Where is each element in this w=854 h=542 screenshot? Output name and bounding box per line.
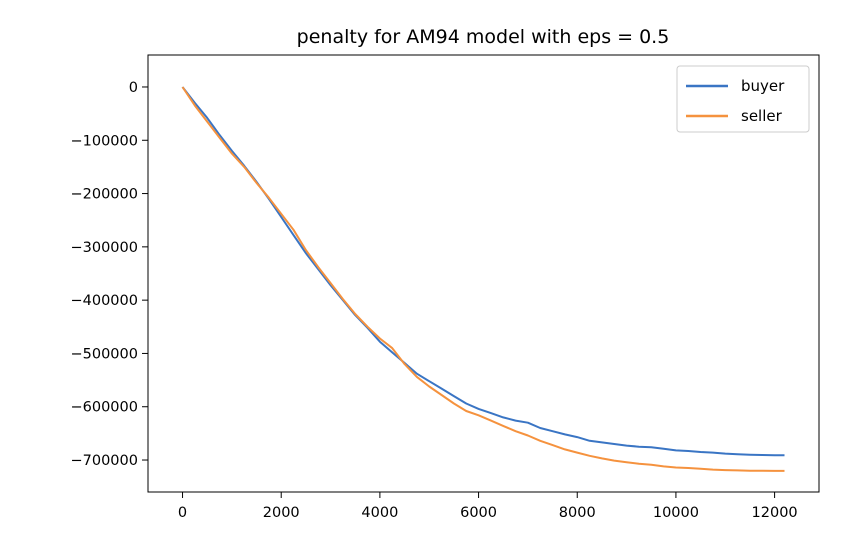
y-tick-label: −300000 <box>70 240 138 256</box>
series-lines <box>181 86 785 472</box>
y-tick-label: −200000 <box>70 187 138 203</box>
y-tick-label: −500000 <box>70 346 138 362</box>
legend: buyer seller <box>676 65 810 133</box>
x-tick-label: 4000 <box>361 505 398 521</box>
legend-label-seller: seller <box>741 107 783 125</box>
x-tick-label: 8000 <box>559 505 596 521</box>
x-tick-label: 2000 <box>263 505 300 521</box>
plot-frame <box>147 54 820 493</box>
x-tick-label: 12000 <box>752 505 798 521</box>
y-axis: 0 −100000 −200000 −300000 −400000 −500000 −600… <box>70 80 148 469</box>
y-tick-label: −400000 <box>70 293 138 309</box>
chart-title: penalty for AM94 model with eps = 0.5 <box>297 26 670 48</box>
y-tick-label: −100000 <box>70 133 138 149</box>
legend-label-buyer: buyer <box>741 77 785 95</box>
series-line-buyer <box>181 86 785 457</box>
y-tick-label: −600000 <box>70 400 138 416</box>
y-tick-label: −700000 <box>70 453 138 469</box>
y-tick-label: 0 <box>129 80 138 96</box>
series-line-seller <box>181 86 785 472</box>
x-tick-label: 0 <box>178 505 187 521</box>
x-axis: 0 2000 4000 6000 8000 10000 12000 <box>178 492 798 521</box>
x-tick-label: 10000 <box>653 505 699 521</box>
x-tick-label: 6000 <box>460 505 497 521</box>
